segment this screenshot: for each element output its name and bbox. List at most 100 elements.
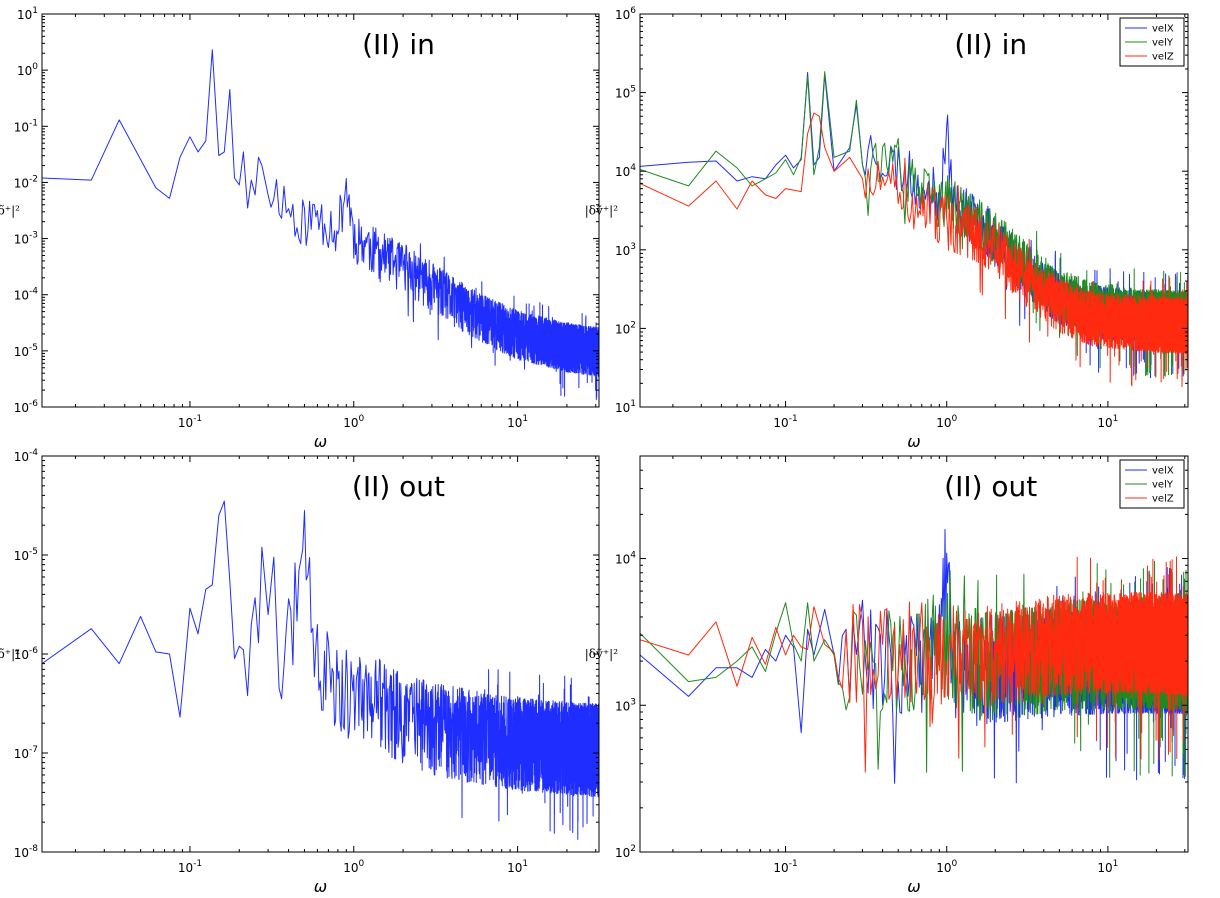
x-tick-label-exp: 0 xyxy=(359,859,365,869)
panel-title: (II) in xyxy=(954,28,1027,61)
y-tick-label: 105 xyxy=(615,85,636,101)
y-tick-label: 10-4 xyxy=(14,448,39,464)
panel-title: (II) out xyxy=(352,470,445,503)
y-tick-label: 106 xyxy=(615,6,636,22)
panel-title: (II) in xyxy=(362,28,435,61)
x-tick-label-base: 10 xyxy=(773,861,788,875)
x-tick-label-base: 10 xyxy=(773,416,788,430)
x-tick-label-exp: 1 xyxy=(1113,414,1119,424)
y-tick-label-exp: 3 xyxy=(630,697,636,707)
x-axis-label: ω xyxy=(907,877,920,896)
y-tick-label-base: 10 xyxy=(14,401,29,415)
y-tick-label-base: 10 xyxy=(615,401,630,415)
y-axis-label: |δṽ⁺|² xyxy=(585,647,618,661)
y-tick-label-exp: 1 xyxy=(630,399,636,409)
y-tick-label-base: 10 xyxy=(615,8,630,22)
legend-box xyxy=(1119,459,1185,509)
x-tick-label: 10-1 xyxy=(773,414,797,430)
y-tick-label-exp: 0 xyxy=(32,62,38,72)
y-tick-label-exp: -5 xyxy=(29,547,38,557)
y-tick-label: 10-7 xyxy=(14,745,38,761)
x-tick-label: 100 xyxy=(936,859,957,875)
series-line-velZ xyxy=(640,556,1188,773)
panel-density-in: 10-1 100 10110-610-510-410-310-210-1100101… xyxy=(0,6,600,451)
y-tick-label-base: 10 xyxy=(615,846,630,860)
x-tick-label: 10-1 xyxy=(773,859,797,875)
y-tick-label: 102 xyxy=(615,844,636,860)
x-axis-label: ω xyxy=(314,877,327,896)
x-tick-label: 101 xyxy=(507,414,528,430)
y-tick-label: 104 xyxy=(615,163,636,179)
y-tick-label-base: 10 xyxy=(14,747,29,761)
y-tick-label: 10-6 xyxy=(14,399,39,415)
y-tick-label-exp: -8 xyxy=(29,844,38,854)
y-tick-label-exp: -1 xyxy=(29,118,38,128)
legend-label-velY: velY xyxy=(1152,38,1174,49)
y-tick-label-exp: 4 xyxy=(630,163,636,173)
y-tick-label-base: 10 xyxy=(615,87,630,101)
x-tick-label-exp: -1 xyxy=(789,414,798,424)
y-tick-label-exp: 2 xyxy=(630,320,636,330)
x-tick-label-base: 10 xyxy=(507,861,522,875)
y-tick-label-base: 10 xyxy=(14,648,29,662)
y-axis-label: |δṽ⁺|² xyxy=(585,204,618,218)
y-tick-label-base: 10 xyxy=(615,699,630,713)
x-tick-label-exp: 0 xyxy=(952,859,958,869)
y-tick-label-exp: -4 xyxy=(29,448,38,458)
y-tick-label-base: 10 xyxy=(14,176,29,190)
y-tick-label: 10-4 xyxy=(14,287,39,303)
y-tick-label-base: 10 xyxy=(14,450,29,464)
x-tick-label-base: 10 xyxy=(507,416,522,430)
x-tick-label-exp: -1 xyxy=(193,414,202,424)
y-tick-label-base: 10 xyxy=(14,549,29,563)
legend: velX velY velZ xyxy=(1119,17,1185,67)
x-tick-label-base: 10 xyxy=(178,416,193,430)
y-tick-label-base: 10 xyxy=(14,120,29,134)
y-tick-label: 10-3 xyxy=(14,231,38,247)
y-tick-label: 10-2 xyxy=(14,174,38,190)
y-tick-label-exp: -7 xyxy=(29,745,38,755)
y-axis-label: |δρ̃⁺|² xyxy=(0,647,20,661)
y-tick-label-exp: 1 xyxy=(32,6,38,16)
y-tick-label-base: 10 xyxy=(615,322,630,336)
legend-label-velY: velY xyxy=(1152,480,1174,491)
series-line-velZ xyxy=(640,112,1188,388)
y-tick-label: 100 xyxy=(17,62,38,78)
x-axis-label: ω xyxy=(907,432,920,451)
x-tick-label-base: 10 xyxy=(1097,416,1112,430)
y-tick-label-exp: 2 xyxy=(630,844,636,854)
x-tick-label-base: 10 xyxy=(1097,861,1112,875)
x-tick-label: 100 xyxy=(343,859,364,875)
x-tick-label: 101 xyxy=(507,859,528,875)
y-tick-label: 101 xyxy=(615,399,636,415)
y-tick-label-base: 10 xyxy=(17,8,32,22)
y-tick-label-exp: -6 xyxy=(29,399,38,409)
y-tick-label-exp: -6 xyxy=(29,646,38,656)
series-line-density xyxy=(42,500,599,840)
y-tick-label-exp: -4 xyxy=(29,287,38,297)
x-tick-label-exp: 1 xyxy=(1113,859,1119,869)
x-tick-label: 10-1 xyxy=(178,414,202,430)
plot-frame xyxy=(639,13,1189,408)
y-tick-label-exp: -3 xyxy=(29,231,38,241)
y-tick-label-base: 10 xyxy=(615,553,630,567)
x-tick-label-exp: 0 xyxy=(952,414,958,424)
panel-velocity-in: 10-1 100 101101102103104105106ω|δṽ⁺|²(II) … xyxy=(585,6,1189,451)
x-tick-label: 100 xyxy=(343,414,364,430)
legend: velX velY velZ xyxy=(1119,459,1185,509)
x-tick-label: 101 xyxy=(1097,859,1118,875)
y-tick-label: 10-1 xyxy=(14,118,38,134)
x-tick-label-base: 10 xyxy=(936,416,951,430)
series-line-density xyxy=(42,49,599,401)
x-tick-label-base: 10 xyxy=(178,861,193,875)
x-tick-label-base: 10 xyxy=(936,861,951,875)
x-tick-label-exp: 1 xyxy=(522,414,528,424)
legend-label-velX: velX xyxy=(1152,24,1174,35)
x-tick-label-base: 10 xyxy=(343,861,358,875)
x-axis-label: ω xyxy=(314,432,327,451)
y-tick-label: 103 xyxy=(615,697,636,713)
x-tick-label: 101 xyxy=(1097,414,1118,430)
legend-label-velX: velX xyxy=(1152,466,1174,477)
